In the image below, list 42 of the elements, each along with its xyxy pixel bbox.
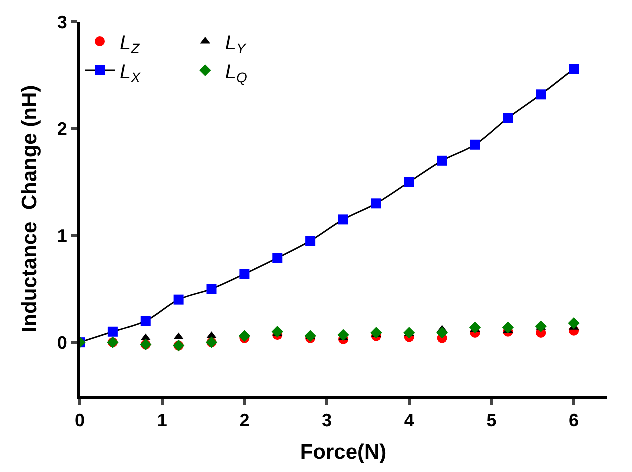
point <box>470 140 480 150</box>
point <box>404 177 414 188</box>
point <box>174 294 184 305</box>
legend-label: L$_{Z}$ <box>120 32 140 56</box>
point <box>206 284 217 294</box>
point <box>404 327 416 339</box>
point <box>238 330 251 342</box>
point <box>469 322 482 334</box>
y-axis-title: Inductance Change (nH) <box>18 85 42 333</box>
legend-label: L$_{Y}$ <box>225 32 248 56</box>
legend-label: L$_{X}$ <box>120 61 142 86</box>
y-tick-label: 0 <box>57 332 68 353</box>
point <box>370 327 382 339</box>
point <box>306 236 316 246</box>
point <box>437 156 448 166</box>
point <box>502 322 514 334</box>
point <box>503 113 514 124</box>
point <box>338 214 348 225</box>
y-tick-label: 1 <box>57 226 68 246</box>
point <box>535 320 547 332</box>
x-tick-label: 1 <box>157 410 168 431</box>
x-tick-label: 0 <box>74 410 86 431</box>
point <box>338 329 350 341</box>
point <box>272 326 284 338</box>
y-tick-label: 2 <box>57 119 68 140</box>
point <box>536 90 546 100</box>
point <box>108 326 118 337</box>
point <box>140 316 151 326</box>
x-tick-label: 5 <box>486 410 497 431</box>
point <box>568 317 580 330</box>
point <box>240 269 250 280</box>
point <box>272 253 283 264</box>
x-tick-label: 4 <box>404 410 414 431</box>
point <box>569 64 580 74</box>
y-tick-label: 3 <box>57 12 68 32</box>
x-axis-title: Force(N) <box>300 440 387 464</box>
x-tick-label: 2 <box>240 410 250 431</box>
point <box>436 327 448 339</box>
point <box>371 198 382 209</box>
legend-label: L$_{Q}$ <box>225 61 248 86</box>
x-tick-label: 6 <box>569 410 580 431</box>
x-tick-label: 3 <box>322 410 332 431</box>
